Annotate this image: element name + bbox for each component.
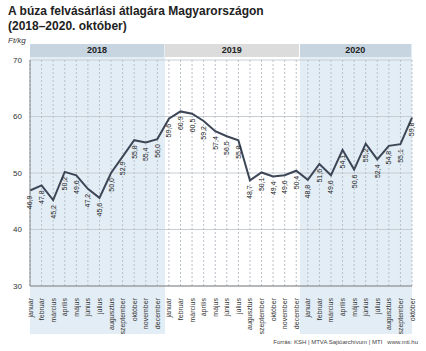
svg-text:február: február (316, 297, 323, 320)
svg-text:49,6: 49,6 (73, 180, 80, 194)
svg-text:szeptember: szeptember (119, 297, 127, 334)
html-text:2018: 2018 (86, 45, 107, 55)
svg-text:december: december (293, 297, 300, 329)
svg-text:46,9: 46,9 (27, 195, 34, 209)
html-text:2020: 2020 (345, 45, 366, 55)
svg-text:szeptember: szeptember (397, 297, 405, 334)
svg-text:július: július (96, 298, 104, 315)
svg-text:56,0: 56,0 (154, 144, 161, 158)
svg-text:48,7: 48,7 (246, 185, 253, 199)
svg-text:56,5: 56,5 (223, 141, 230, 155)
svg-text:55,4: 55,4 (142, 147, 149, 161)
svg-text:május: május (212, 298, 220, 317)
svg-text:60,9: 60,9 (177, 116, 184, 130)
svg-text:50,6: 50,6 (351, 175, 358, 189)
svg-text:szeptember: szeptember (258, 297, 266, 334)
svg-text:március: március (50, 298, 57, 323)
svg-text:május: május (73, 298, 81, 317)
svg-text:49,4: 49,4 (270, 181, 277, 195)
svg-text:55,8: 55,8 (131, 145, 138, 159)
svg-text:50,1: 50,1 (258, 177, 265, 191)
svg-text:július: július (235, 298, 243, 315)
svg-text:50,2: 50,2 (61, 177, 68, 191)
svg-text:január: január (27, 297, 35, 318)
svg-text:45,2: 45,2 (50, 205, 57, 219)
svg-text:54,8: 54,8 (385, 151, 392, 165)
svg-text:augusztus: augusztus (108, 298, 116, 330)
svg-text:október: október (131, 297, 138, 321)
svg-text:60,5: 60,5 (189, 119, 196, 133)
svg-text:augusztus: augusztus (385, 298, 393, 330)
svg-text:június: június (84, 298, 92, 318)
svg-text:augusztus: augusztus (246, 298, 254, 330)
svg-text:59,2: 59,2 (200, 126, 207, 140)
svg-text:május: május (351, 298, 359, 317)
svg-text:51,6: 51,6 (316, 169, 323, 183)
html-text:Ft/kg: Ft/kg (8, 36, 26, 45)
svg-text:55,1: 55,1 (397, 149, 404, 163)
svg-text:50,0: 50,0 (108, 178, 115, 192)
svg-text:45,6: 45,6 (96, 203, 103, 217)
html-text:2019: 2019 (221, 45, 242, 55)
svg-text:47,2: 47,2 (84, 194, 91, 208)
svg-text:április: április (61, 298, 69, 317)
svg-text:52,9: 52,9 (119, 162, 126, 176)
svg-text:június: június (223, 298, 231, 318)
svg-text:70: 70 (13, 56, 22, 65)
svg-text:február: február (38, 297, 45, 320)
svg-text:47,8: 47,8 (38, 190, 45, 204)
svg-text:július: július (374, 298, 382, 315)
svg-text:59,6: 59,6 (165, 124, 172, 138)
svg-text:január: január (165, 297, 173, 318)
svg-text:december: december (154, 297, 161, 329)
svg-text:57,4: 57,4 (212, 136, 219, 150)
svg-text:október: október (270, 297, 277, 321)
svg-text:október: október (409, 297, 416, 321)
svg-text:április: április (200, 298, 208, 317)
svg-text:március: március (327, 298, 334, 323)
html-text:www.mti.hu: www.mti.hu (387, 339, 418, 345)
svg-text:30: 30 (13, 282, 22, 291)
svg-text:54,1: 54,1 (339, 155, 346, 169)
svg-text:40: 40 (13, 225, 22, 234)
svg-text:59,8: 59,8 (409, 123, 416, 137)
svg-text:49,6: 49,6 (281, 180, 288, 194)
svg-text:március: március (189, 298, 196, 323)
svg-text:november: november (142, 297, 149, 329)
svg-text:január: január (304, 297, 312, 318)
svg-text:52,4: 52,4 (374, 164, 381, 178)
html-text:Forrás: KSH | MTVA Sajtóarchív: Forrás: KSH | MTVA Sajtóarchívum | MTI (273, 339, 383, 345)
svg-text:50: 50 (13, 169, 22, 178)
svg-text:február: február (177, 297, 184, 320)
svg-text:49,6: 49,6 (327, 180, 334, 194)
svg-text:55,2: 55,2 (362, 149, 369, 163)
svg-text:48,8: 48,8 (304, 185, 311, 199)
svg-text:november: november (281, 297, 288, 329)
html-text:A búza felvásárlási átlagára M: A búza felvásárlási átlagára Magyarorszá… (8, 4, 264, 33)
svg-text:június: június (362, 298, 370, 318)
svg-text:60: 60 (13, 112, 22, 121)
svg-text:április: április (339, 298, 347, 317)
svg-text:55,8: 55,8 (235, 145, 242, 159)
svg-text:50,4: 50,4 (293, 176, 300, 190)
